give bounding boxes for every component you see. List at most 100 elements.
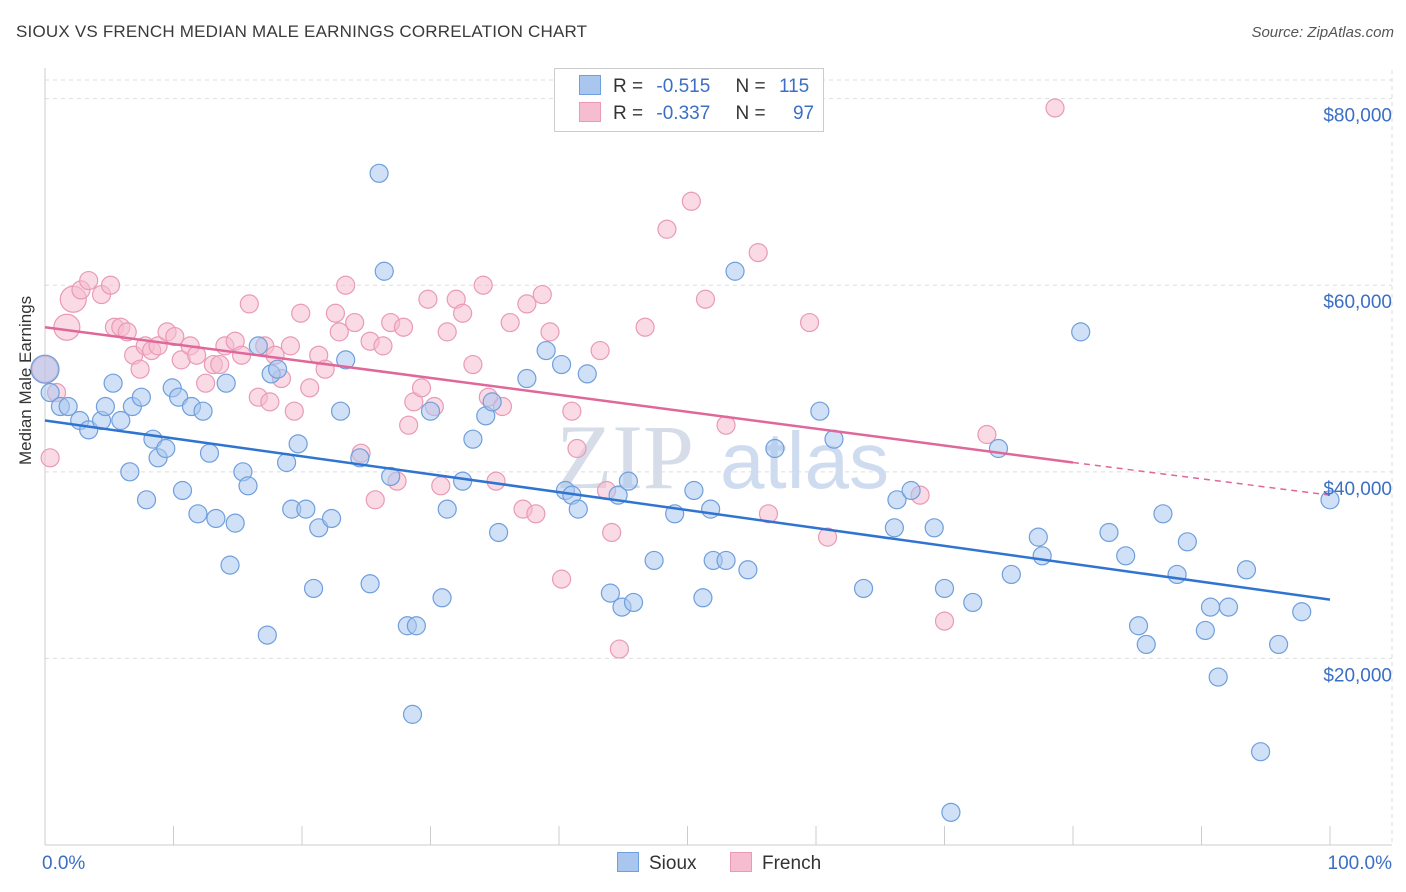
french-point xyxy=(463,354,483,375)
french-point xyxy=(517,294,537,314)
sioux-point xyxy=(517,368,537,389)
sioux-point xyxy=(1292,602,1312,622)
sioux-point xyxy=(406,616,426,636)
french-point xyxy=(130,359,150,379)
sioux-point xyxy=(303,578,324,599)
sioux-point xyxy=(884,518,904,538)
y-axis-label: Median Male Earnings xyxy=(16,295,35,465)
sioux-point xyxy=(225,513,245,533)
sioux-point xyxy=(1208,667,1228,687)
french-point xyxy=(300,378,320,398)
x-tick-label: 0.0% xyxy=(42,853,85,874)
sioux-point xyxy=(309,518,329,538)
sioux-point xyxy=(600,583,621,603)
sioux-legend-label: Sioux xyxy=(649,853,697,874)
legend-row-sioux: R = -0.515 N = 115 xyxy=(579,75,809,99)
sioux-point xyxy=(924,518,944,538)
sioux-point xyxy=(172,480,193,501)
axes xyxy=(44,68,1392,846)
french-point xyxy=(799,312,820,333)
french-point xyxy=(284,401,304,421)
sioux-point xyxy=(1032,546,1052,566)
french-swatch xyxy=(579,102,601,122)
sioux-point xyxy=(1136,634,1156,655)
french-point xyxy=(526,504,546,524)
sioux-point xyxy=(1268,634,1289,655)
sioux-point xyxy=(988,438,1009,459)
french-point xyxy=(345,312,365,333)
sioux-point xyxy=(437,499,457,519)
sioux-point xyxy=(257,625,277,645)
sioux-point xyxy=(1218,597,1239,617)
bottom-legend-french: French xyxy=(730,852,821,875)
sioux-point xyxy=(193,401,213,421)
sioux-point xyxy=(1251,742,1271,762)
french-point xyxy=(196,373,216,393)
french-point xyxy=(418,289,438,309)
french-point xyxy=(977,424,997,445)
sioux-point xyxy=(716,550,736,571)
sioux-point xyxy=(216,373,236,393)
french-point xyxy=(291,303,311,323)
sioux-point xyxy=(169,387,189,407)
french-point xyxy=(602,522,622,543)
french-point xyxy=(934,611,955,631)
sioux-point xyxy=(684,480,704,501)
sioux-point xyxy=(765,438,785,459)
sioux-point xyxy=(701,499,721,519)
sioux-point xyxy=(934,578,955,599)
sioux-point xyxy=(1153,504,1173,524)
french-trend-line-dashed xyxy=(1072,461,1331,496)
sioux-point xyxy=(120,462,140,482)
french-point xyxy=(431,476,451,496)
sioux-point xyxy=(618,471,638,491)
french-point xyxy=(635,317,655,337)
french-point xyxy=(695,289,716,309)
sioux-point xyxy=(296,499,316,519)
french-point xyxy=(437,322,457,342)
sioux-points xyxy=(30,163,1340,822)
french-point xyxy=(373,336,393,356)
sioux-legend-swatch xyxy=(617,852,639,872)
sioux-point xyxy=(248,336,268,356)
sioux-point xyxy=(1071,322,1091,342)
sioux-point xyxy=(644,550,664,571)
french-point xyxy=(486,471,506,491)
french-point xyxy=(657,219,677,239)
sioux-point xyxy=(40,382,60,403)
french-point xyxy=(748,242,768,263)
sioux-r-label: R = xyxy=(613,76,644,97)
sioux-point xyxy=(350,448,370,468)
french-point xyxy=(609,639,629,659)
sioux-point xyxy=(693,588,713,608)
french-n-label: N = xyxy=(735,103,766,124)
sioux-point xyxy=(95,396,115,417)
french-point xyxy=(562,401,582,421)
x-tick-label: 100.0% xyxy=(1328,853,1393,874)
tick-labels: $20,000 $40,000 $60,000 $80,000 0.0% 100.0% xyxy=(42,106,1392,874)
french-point xyxy=(399,415,419,435)
french-r-label: R = xyxy=(613,103,644,124)
sioux-point xyxy=(1001,564,1021,585)
grid-lines xyxy=(45,70,1393,845)
sioux-point xyxy=(453,471,473,491)
sioux-point xyxy=(360,574,380,594)
french-point xyxy=(232,345,252,365)
sioux-point xyxy=(810,401,830,421)
french-point xyxy=(590,340,610,361)
sioux-n-value: 115 xyxy=(778,76,810,97)
sioux-point xyxy=(188,504,208,524)
sioux-point xyxy=(1028,527,1048,547)
french-trend-line xyxy=(44,325,1074,464)
sioux-point xyxy=(887,490,907,510)
sioux-trend-line xyxy=(44,419,1331,601)
french-n-value: 97 xyxy=(792,103,815,124)
french-point xyxy=(758,504,779,524)
french-point xyxy=(500,312,520,333)
sioux-point xyxy=(1116,546,1136,566)
sioux-point xyxy=(199,443,220,463)
french-point xyxy=(100,275,121,295)
french-point xyxy=(411,378,432,398)
sioux-point xyxy=(238,476,258,496)
